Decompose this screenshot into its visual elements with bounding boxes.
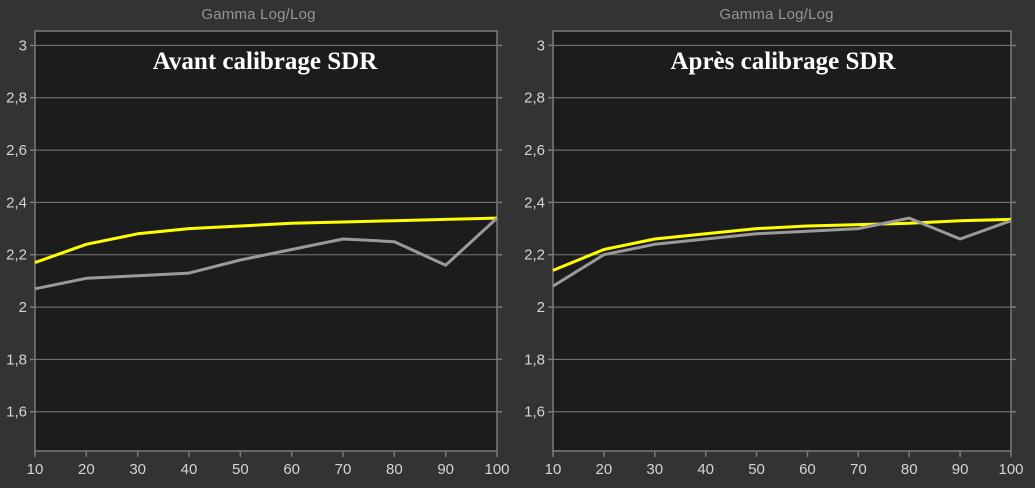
y-tick-label: 2,6: [6, 142, 27, 159]
plot-background: [553, 31, 1011, 451]
plot-border: [552, 30, 1012, 452]
x-tick-label: 30: [646, 461, 663, 478]
y-tick-label: 2,2: [6, 247, 27, 264]
chart-title: Gamma Log/Log: [201, 6, 316, 23]
series-measured-curve: [34, 216, 499, 291]
plot-background: [35, 31, 497, 451]
x-tick-label: 20: [78, 461, 95, 478]
x-tick-label: 60: [799, 461, 816, 478]
x-tick-label: 10: [545, 461, 562, 478]
x-tick-label: 100: [484, 461, 509, 478]
y-tick-label: 1,6: [6, 404, 27, 421]
series-reference-curve: [34, 216, 498, 265]
plot-area-after: 1,6 1,8 2 2,2 2,4 2,6 2,8 3 10 20 30 40 50 60 70 80 90 10…: [524, 30, 1024, 478]
chart-annotation-after: Après calibrage SDR: [670, 48, 896, 75]
y-tick-label: 1,8: [524, 351, 545, 368]
gamma-chart-after: Gamma Log/Log Après calibrage SDR 1,6 1,8…: [518, 0, 1035, 488]
x-tick-label: 70: [335, 461, 352, 478]
y-tick-label: 2,4: [524, 194, 545, 211]
y-tick-label: 2,8: [524, 90, 545, 107]
y-tick-label: 2,8: [6, 90, 27, 107]
x-tick-label: 50: [232, 461, 249, 478]
y-tick-label: 3: [537, 37, 545, 54]
y-tick-label: 2: [537, 299, 545, 316]
x-tick-label: 90: [952, 461, 969, 478]
x-tick-label: 30: [129, 461, 146, 478]
chart-title: Gamma Log/Log: [719, 6, 834, 23]
x-tick-label: 10: [27, 461, 44, 478]
x-tick-label: 60: [283, 461, 300, 478]
x-tick-label: 100: [998, 461, 1023, 478]
y-tick-label: 2,4: [6, 194, 27, 211]
y-tick-label: 1,8: [6, 351, 27, 368]
gamma-chart-before: Gamma Log/Log Avant calibrage SDR 1,6 1,8…: [0, 0, 517, 488]
y-tick-label: 3: [19, 37, 27, 54]
series-reference-curve: [552, 217, 1012, 272]
y-tick-label: 2,6: [524, 142, 545, 159]
x-tick-label: 70: [850, 461, 867, 478]
x-tick-label: 40: [697, 461, 714, 478]
plot-border: [34, 30, 498, 452]
x-tick-label: 50: [748, 461, 765, 478]
x-tick-label: 80: [386, 461, 403, 478]
x-tick-label: 20: [596, 461, 613, 478]
series-measured-curve: [552, 216, 1012, 288]
x-tick-label: 90: [437, 461, 454, 478]
y-tick-label: 2,2: [524, 247, 545, 264]
chart-annotation-before: Avant calibrage SDR: [152, 48, 378, 75]
plot-area-before: 1,6 1,8 2 2,2 2,4 2,6 2,8 3 10 20 30 40 50 60 70 80 90 10…: [6, 30, 510, 478]
y-tick-label: 2: [19, 299, 27, 316]
y-tick-label: 1,6: [524, 404, 545, 421]
x-tick-label: 40: [181, 461, 198, 478]
x-tick-label: 80: [901, 461, 918, 478]
